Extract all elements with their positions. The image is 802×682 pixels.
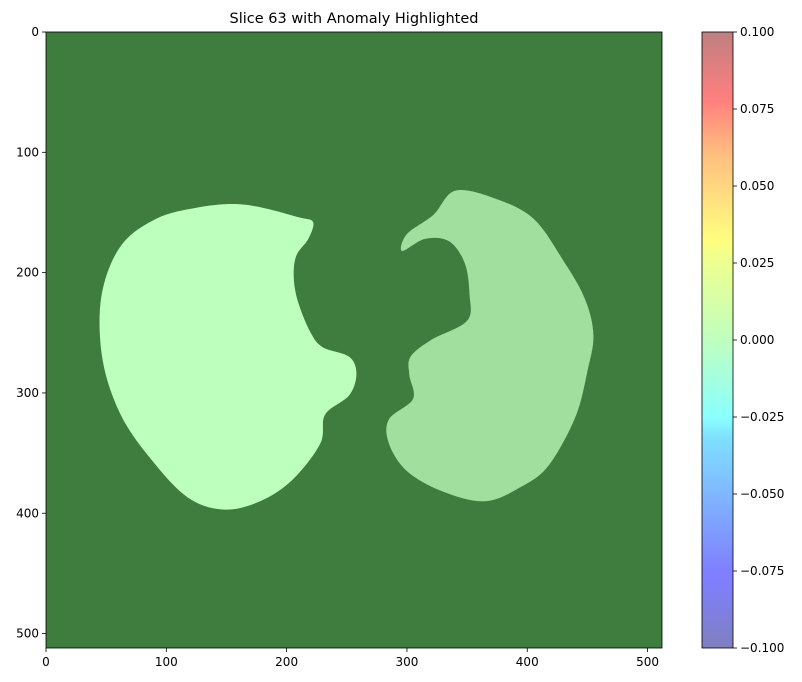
heatmap-plot-area (45, 31, 663, 649)
x-tick-label: 400 (516, 655, 539, 669)
y-axis: 0 100 200 300 400 500 (16, 25, 46, 641)
plot-frame (45, 31, 663, 649)
y-tick-label: 300 (16, 386, 39, 400)
colorbar-tick-label: −0.100 (740, 641, 784, 655)
colorbar: 0.100 0.075 0.050 0.025 0.000 −0.025 −0.050 −0.… (701, 25, 784, 655)
colorbar-tick-label: 0.100 (740, 25, 774, 39)
colorbar-gradient (702, 32, 733, 648)
y-tick-label: 200 (16, 266, 39, 280)
right-lung-region (386, 190, 594, 502)
x-tick-label: 200 (275, 655, 298, 669)
y-tick-label: 100 (16, 145, 39, 159)
colorbar-tick-label: −0.025 (740, 410, 784, 424)
x-tick-label: 0 (42, 655, 50, 669)
chart-title: Slice 63 with Anomaly Highlighted (230, 11, 479, 27)
y-tick-label: 400 (16, 506, 39, 520)
y-tick-label: 0 (31, 25, 39, 39)
colorbar-tick-label: −0.075 (740, 564, 784, 578)
colorbar-tick-label: 0.025 (740, 256, 774, 270)
colorbar-tick-label: −0.050 (740, 487, 784, 501)
y-tick-label: 500 (16, 627, 39, 641)
left-lung-region (99, 204, 357, 510)
colorbar-tick-label: 0.050 (740, 179, 774, 193)
colorbar-tick-label: 0.000 (740, 333, 774, 347)
x-tick-label: 500 (636, 655, 659, 669)
x-axis: 0 100 200 300 400 500 (42, 648, 659, 669)
x-tick-label: 100 (155, 655, 178, 669)
x-tick-label: 300 (395, 655, 418, 669)
colorbar-tick-label: 0.075 (740, 102, 774, 116)
